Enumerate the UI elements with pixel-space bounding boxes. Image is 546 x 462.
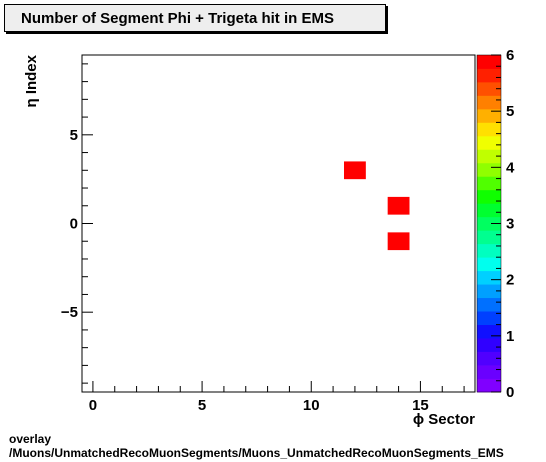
x-tick-label: 0 — [89, 397, 97, 414]
colorbar-segment — [477, 149, 501, 164]
heatmap-cell-2 — [387, 232, 410, 251]
colorbar-segment — [477, 216, 501, 231]
colorbar-segment — [477, 351, 501, 366]
colorbar-tick-label: 1 — [506, 328, 514, 345]
heatmap-cell-1 — [387, 196, 410, 215]
colorbar-segment — [477, 257, 501, 272]
colorbar-segment — [477, 55, 501, 69]
colorbar-segment — [477, 108, 501, 123]
plot-frame — [81, 54, 476, 393]
footer-line-1: overlay — [9, 432, 52, 446]
colorbar-segment — [477, 324, 501, 339]
colorbar-segment — [477, 365, 501, 379]
colorbar-segment — [477, 378, 501, 393]
y-tick-label: −5 — [61, 304, 78, 321]
colorbar-segment — [477, 68, 501, 83]
colorbar-segment — [477, 338, 501, 352]
colorbar-segment — [477, 176, 501, 191]
heatmap-cell-0 — [344, 161, 366, 180]
colorbar-segment — [477, 284, 501, 299]
colorbar-segment — [477, 203, 501, 218]
colorbar-segment — [477, 189, 501, 204]
x-tick-label: 15 — [412, 397, 429, 414]
x-tick-label: 10 — [303, 397, 320, 414]
colorbar-tick-label: 6 — [506, 47, 514, 64]
colorbar-tick-label: 4 — [506, 159, 515, 176]
colorbar-segment — [477, 230, 501, 245]
y-tick-label: 5 — [70, 127, 78, 144]
colorbar-tick-label: 5 — [506, 103, 514, 120]
colorbar-segment — [477, 122, 501, 137]
colorbar-segment — [477, 81, 501, 96]
colorbar-segment — [477, 243, 501, 258]
x-tick-label: 5 — [198, 397, 206, 414]
y-tick-label: 0 — [70, 216, 78, 233]
colorbar-segment — [477, 95, 501, 110]
x-axis-label: ϕ Sector — [413, 411, 475, 428]
colorbar-segment — [477, 270, 501, 285]
colorbar-tick-label: 3 — [506, 216, 514, 233]
colorbar-segment — [477, 162, 501, 177]
colorbar-tick-label: 0 — [506, 384, 514, 401]
colorbar-segment — [477, 297, 501, 312]
colorbar-segment — [477, 135, 501, 150]
footer-line-2: /Muons/UnmatchedRecoMuonSegments/Muons_U… — [9, 446, 504, 460]
colorbar-segment — [477, 311, 501, 325]
y-axis-label: η Index — [23, 54, 40, 107]
colorbar-tick-label: 2 — [506, 272, 514, 289]
chart-title: Number of Segment Phi + Trigeta hit in E… — [21, 10, 334, 27]
chart-title-box: Number of Segment Phi + Trigeta hit in E… — [4, 4, 386, 32]
